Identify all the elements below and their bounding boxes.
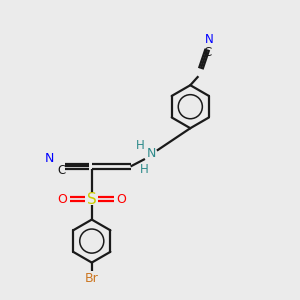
Text: S: S <box>87 192 97 207</box>
Text: N: N <box>44 152 54 166</box>
Text: O: O <box>57 193 67 206</box>
Text: H: H <box>140 163 148 176</box>
Text: N: N <box>205 33 214 46</box>
Text: C: C <box>58 164 66 176</box>
Text: H: H <box>136 139 145 152</box>
Text: O: O <box>117 193 127 206</box>
Text: Br: Br <box>85 272 99 285</box>
Text: C: C <box>203 46 212 59</box>
Text: N: N <box>147 147 156 160</box>
